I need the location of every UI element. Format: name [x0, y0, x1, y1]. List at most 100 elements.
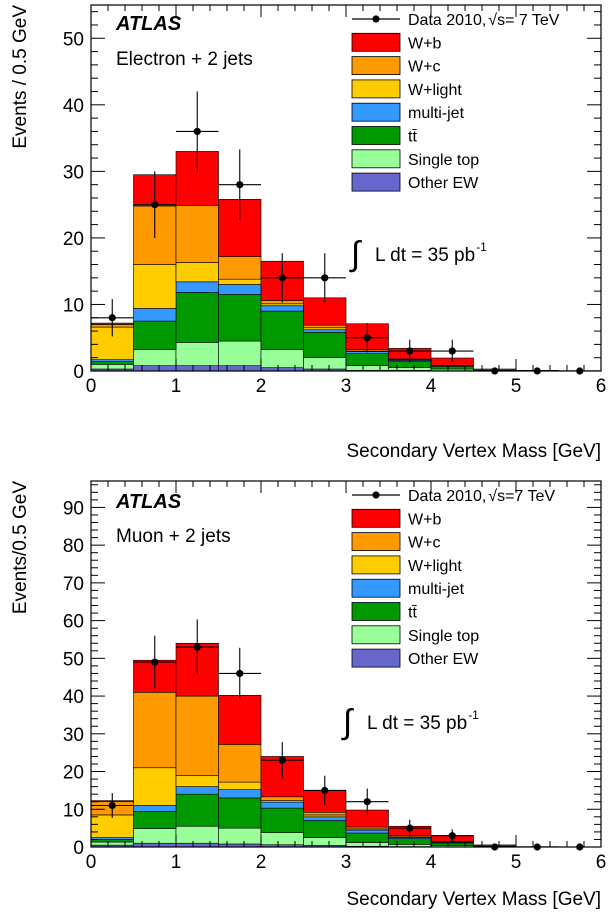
bar-singletop-bin-7	[388, 844, 432, 847]
lumi-exponent: -1	[476, 240, 487, 254]
legend-swatch-multijet	[351, 102, 401, 122]
data-point-8	[448, 347, 456, 355]
y-tick-label: 80	[63, 536, 84, 557]
legend-swatch-otherew	[351, 172, 401, 192]
legend-swatch-singletop	[351, 625, 401, 645]
bar-ttbar-bin-7	[388, 838, 432, 845]
y-tick-label: 90	[63, 498, 84, 519]
bar-singletop-bin-1	[133, 828, 177, 844]
legend-swatch-otherew	[351, 648, 401, 668]
lumi-label: L dt = 35 pb	[375, 245, 475, 266]
legend-swatch-wc	[351, 532, 401, 551]
bar-ttbar-bin-6	[345, 832, 389, 843]
legend-label-multijet: multi-jet	[408, 581, 465, 598]
x-tick-label: 6	[596, 852, 607, 873]
bar-ttbar-bin-3	[218, 797, 262, 829]
legend-label-singletop: Single top	[408, 628, 479, 645]
data-point-0	[108, 314, 116, 322]
data-point-5	[321, 786, 329, 795]
legend-label-wb: W+b	[408, 511, 441, 528]
bar-singletop-bin-5	[303, 837, 347, 846]
bar-multijet-bin-3	[218, 789, 262, 799]
y-tick-label: 20	[63, 763, 84, 784]
integral-sign: ∫	[341, 703, 354, 741]
bar-singletop-bin-3	[218, 340, 262, 366]
x-axis: 0 1 2 3 4 5 6	[86, 5, 606, 397]
bar-singletop-bin-0	[90, 841, 134, 846]
bar-wc-bin-4	[260, 796, 304, 801]
bar-wlight-bin-0	[90, 814, 134, 838]
legend-label-ttbar: tt̄	[408, 129, 417, 146]
x-tick-label: 2	[256, 376, 267, 397]
legend-data-marker	[372, 491, 380, 499]
bar-otherew-bin-1	[133, 365, 177, 372]
x-axis-label: Secondary Vertex Mass [GeV]	[346, 889, 601, 910]
legend-data-label: Data 2010,	[408, 12, 486, 29]
data-point-6	[363, 798, 371, 806]
bar-wc-bin-5	[303, 811, 347, 816]
bar-multijet-bin-3	[218, 284, 262, 295]
lumi-annotation: ∫ L dt = 35 pb -1	[349, 235, 487, 273]
legend-swatch-wc	[351, 56, 401, 75]
bar-ttbar-bin-8	[430, 366, 474, 370]
x-tick-label: 5	[511, 852, 522, 873]
x-tick-label: 1	[171, 376, 182, 397]
bar-ttbar-bin-5	[303, 820, 347, 838]
legend-swatch-wb	[351, 508, 401, 528]
bar-wlight-bin-3	[218, 278, 262, 285]
series-ttbar	[90, 292, 517, 371]
data-point-8	[448, 832, 456, 840]
bar-ttbar-bin-8	[430, 842, 474, 846]
bar-wc-bin-2	[175, 695, 219, 776]
y-tick-label: 70	[63, 574, 84, 595]
y-tick-label: 60	[63, 612, 84, 633]
x-tick-label: 0	[86, 852, 97, 873]
legend-swatch-wlight	[351, 79, 401, 99]
legend: Data 2010, √s= 7 TeV W+b W+c W+light multi-je…	[351, 12, 560, 192]
legend-energy-label: √s=7 TeV	[488, 488, 555, 505]
legend-label-singletop: Single top	[408, 152, 479, 169]
bar-wc-bin-5	[303, 324, 347, 329]
data-point-1	[151, 658, 159, 666]
experiment-label: ATLAS	[115, 491, 182, 513]
legend-swatch-ttbar	[351, 602, 401, 621]
bar-singletop-bin-2	[175, 342, 219, 366]
data-point-2	[193, 127, 201, 136]
data-point-0	[108, 801, 116, 810]
x-tick-label: 4	[426, 376, 437, 397]
bar-wc-bin-3	[218, 744, 262, 783]
bar-wc-bin-2	[175, 205, 219, 263]
bar-multijet-bin-5	[303, 329, 347, 333]
bar-multijet-bin-2	[175, 786, 219, 795]
bar-ttbar-bin-2	[175, 793, 219, 827]
bar-singletop-bin-0	[90, 364, 134, 370]
bar-otherew-bin-3	[218, 365, 262, 372]
bar-multijet-bin-4	[260, 801, 304, 809]
legend-swatch-wb	[351, 32, 401, 52]
bar-singletop-bin-6	[345, 365, 389, 371]
y-tick-label: 20	[63, 229, 84, 250]
bar-ttbar-bin-1	[133, 811, 177, 829]
data-point-3	[236, 669, 244, 678]
x-tick-label: 0	[86, 376, 97, 397]
bar-otherew-bin-2	[175, 365, 219, 372]
legend-label-ttbar: tt̄	[408, 605, 417, 622]
y-tick-label: 40	[63, 687, 84, 708]
bar-singletop-bin-7	[388, 367, 432, 371]
bar-wb-bin-3	[218, 695, 262, 745]
channel-label: Electron + 2 jets	[116, 49, 253, 70]
x-axis: 0 1 2 3 4 5 6	[86, 481, 607, 873]
bar-singletop-bin-4	[260, 349, 304, 368]
legend-data-label: Data 2010,	[408, 488, 486, 505]
legend-label-multijet: multi-jet	[408, 105, 465, 122]
bar-ttbar-bin-4	[260, 310, 304, 351]
legend-swatch-singletop	[351, 149, 401, 169]
legend-energy-label: √s= 7 TeV	[488, 12, 560, 29]
legend-data-marker	[372, 15, 380, 23]
y-tick-label: 10	[63, 800, 84, 821]
y-tick-label: 50	[63, 649, 84, 670]
bar-multijet-bin-6	[345, 829, 389, 834]
bar-multijet-bin-2	[175, 281, 219, 293]
data-point-6	[363, 334, 371, 342]
